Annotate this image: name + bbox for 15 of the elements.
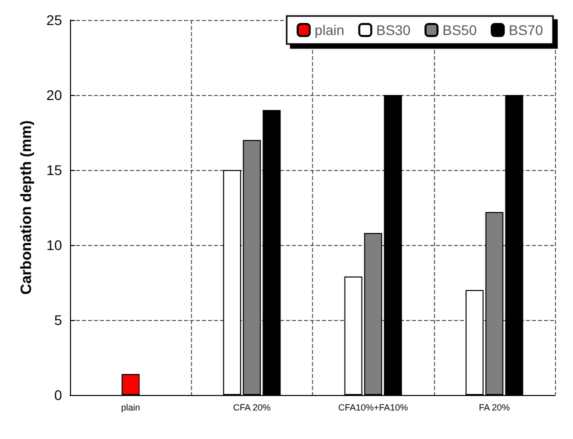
legend-label: plain	[314, 22, 344, 38]
x-tick-label: FA 20%	[478, 402, 510, 412]
legend-label: BS50	[442, 22, 477, 38]
y-tick-label: 20	[46, 87, 62, 103]
y-tick-label: 25	[46, 12, 62, 28]
x-tick-label: CFA 20%	[233, 402, 271, 412]
y-tick-label: 10	[46, 237, 62, 253]
x-tick-label: plain	[121, 402, 140, 412]
y-tick-label: 5	[54, 312, 62, 328]
legend-label: BS30	[376, 22, 411, 38]
legend-label: BS70	[508, 22, 544, 38]
y-axis-title: Carbonation depth (mm)	[18, 120, 35, 295]
x-tick-label: CFA10%+FA10%	[338, 402, 408, 412]
y-tick-label: 15	[46, 162, 62, 178]
y-tick-label: 0	[54, 387, 62, 403]
